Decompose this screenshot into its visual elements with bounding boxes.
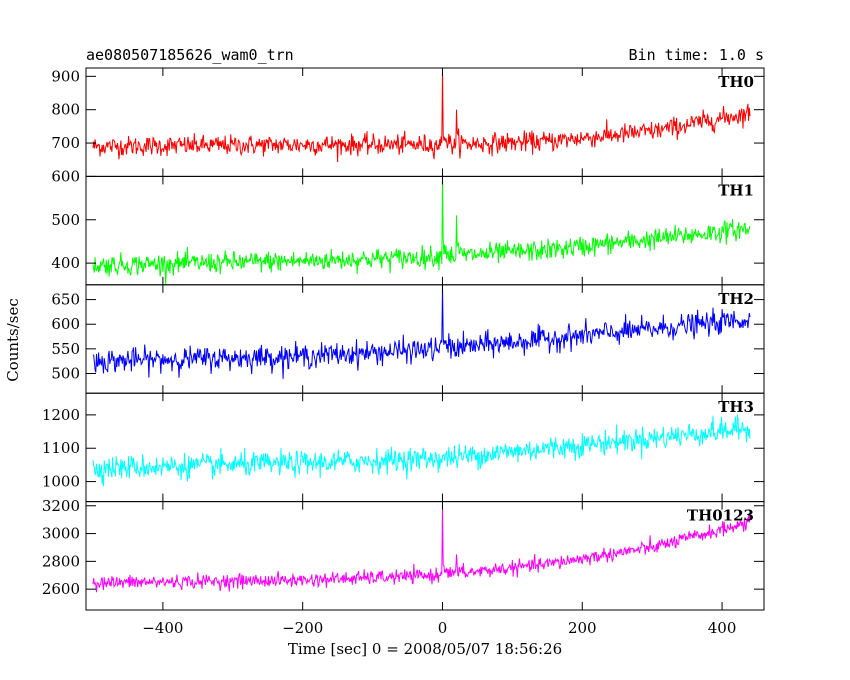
y-tick-label: 550 <box>51 340 80 358</box>
y-tick-label: 3200 <box>42 497 80 515</box>
x-axis: −400 −200 0 200 400 <box>142 619 736 637</box>
panel-th2: 500 550 600 650 TH2 <box>51 284 765 394</box>
y-tick-label: 600 <box>51 315 80 333</box>
panel-frame <box>85 284 765 394</box>
panel-th3: 1000 1100 1200 TH3 <box>42 392 765 503</box>
panel-frame <box>85 67 765 177</box>
y-tick-label: 800 <box>51 101 80 119</box>
y-tick-label: 2800 <box>42 552 80 570</box>
y-tick-label: 500 <box>51 364 80 382</box>
y-tick-label: 3000 <box>42 525 80 543</box>
bin-time-label: Bin time: 1.0 s <box>629 46 764 64</box>
x-axis-label: Time [sec] 0 = 2008/05/07 18:56:26 <box>288 640 562 658</box>
panel-th0: 600 700 800 900 TH0 <box>51 67 765 185</box>
x-tick-label: −200 <box>282 619 323 637</box>
panels-group: 600 700 800 900 TH0 400 500 TH1 500 550 600 650 TH2 1… <box>42 67 765 611</box>
x-tick-label: 200 <box>568 619 597 637</box>
chart-title: ae080507185626_wam0_trn <box>86 46 294 64</box>
series-th0 <box>92 68 751 163</box>
x-tick-label: 400 <box>708 619 737 637</box>
panel-frame <box>85 501 765 611</box>
y-tick-label: 1200 <box>42 406 80 424</box>
series-th2 <box>92 284 751 379</box>
series-th0123 <box>92 505 751 593</box>
x-tick-label: 0 <box>438 619 448 637</box>
y-tick-label: 700 <box>51 134 80 152</box>
panel-label: TH3 <box>718 398 754 416</box>
y-tick-label: 1000 <box>42 473 80 491</box>
panel-th1: 400 500 TH1 <box>51 175 765 286</box>
series-th3 <box>92 414 751 487</box>
series-th1 <box>92 176 751 285</box>
panel-label: TH2 <box>718 290 754 308</box>
y-tick-label: 600 <box>51 167 80 185</box>
y-tick-label: 650 <box>51 291 80 309</box>
panel-label: TH0123 <box>687 507 754 525</box>
panel-label: TH0 <box>718 73 754 91</box>
y-tick-label: 900 <box>51 67 80 85</box>
y-tick-label: 400 <box>51 254 80 272</box>
y-tick-label: 2600 <box>42 580 80 598</box>
x-tick-label: −400 <box>142 619 183 637</box>
y-axis-label: Counts/sec <box>4 298 22 382</box>
panel-frame <box>85 392 765 503</box>
y-tick-label: 1100 <box>42 439 80 457</box>
panel-th0123: 2600 2800 3000 3200 TH0123 <box>42 497 765 611</box>
panel-label: TH1 <box>718 181 754 199</box>
y-tick-label: 500 <box>51 211 80 229</box>
